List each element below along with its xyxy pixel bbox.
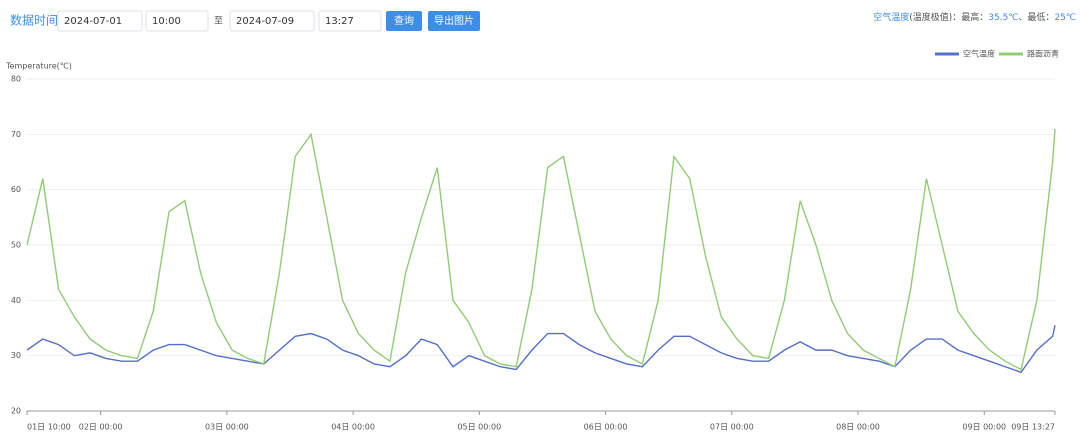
extreme-note: (温度极值)： bbox=[909, 11, 961, 23]
start-date: 2024-07-01 bbox=[64, 16, 122, 27]
separator: 至 bbox=[214, 16, 223, 27]
legend-label: 空气温度 bbox=[963, 49, 995, 59]
x-tick-label: 01日 10:00 bbox=[27, 423, 71, 432]
series-line bbox=[26, 325, 1056, 374]
y-tick-label: 20 bbox=[11, 407, 21, 416]
time-label: 数据时间 bbox=[10, 13, 58, 28]
y-tick-label: 80 bbox=[11, 75, 21, 84]
x-tick-label: 08日 00:00 bbox=[836, 423, 880, 432]
y-tick-label: 50 bbox=[11, 241, 21, 250]
query-button[interactable] bbox=[386, 11, 422, 31]
x-tick-label: 05日 00:00 bbox=[457, 423, 501, 432]
y-axis-label: Temperature(℃) bbox=[5, 62, 72, 71]
x-tick-label: 04日 00:00 bbox=[331, 423, 375, 432]
max-label: 最高： bbox=[961, 11, 988, 23]
x-tick-label: 02日 00:00 bbox=[79, 423, 123, 432]
x-tick-label: 06日 00:00 bbox=[584, 423, 628, 432]
start-time: 10:00 bbox=[152, 16, 181, 27]
end-time-input[interactable] bbox=[318, 10, 382, 32]
plot: 20 30 40 50 60 70 80 01日 10:00 02日 00:00 03日 00:0… bbox=[11, 49, 1059, 432]
start-date-input[interactable] bbox=[57, 10, 143, 32]
end-date-input[interactable] bbox=[229, 10, 315, 32]
x-tick-label: 03日 00:00 bbox=[205, 423, 249, 432]
x-tick-label: 09日 00:00 bbox=[962, 423, 1006, 432]
series-line bbox=[26, 128, 1056, 371]
y-tick-label: 70 bbox=[11, 130, 21, 139]
y-tick-label: 60 bbox=[11, 185, 21, 194]
start-time-input[interactable] bbox=[145, 10, 209, 32]
end-date: 2024-07-09 bbox=[236, 16, 294, 27]
max-value: 35.5℃ bbox=[988, 13, 1018, 23]
export-text: 导出图片 bbox=[434, 14, 474, 27]
y-tick-label: 40 bbox=[11, 296, 21, 305]
x-tick-label: 09日 13:27 bbox=[1011, 423, 1055, 432]
legend-label: 路面沥青 bbox=[1027, 49, 1059, 59]
export-button[interactable] bbox=[428, 11, 480, 31]
y-tick-label: 30 bbox=[11, 351, 21, 360]
x-tick-label: 07日 00:00 bbox=[710, 423, 754, 432]
extreme-name: 空气温度 bbox=[873, 11, 909, 23]
min-label: 、最低： bbox=[1018, 11, 1054, 23]
end-time: 13:27 bbox=[325, 16, 354, 27]
min-value: 25℃ bbox=[1054, 13, 1076, 23]
extremes: 空气温度(温度极值)：最高：35.5℃、最低：25℃ bbox=[873, 11, 1076, 23]
query-text: 查询 bbox=[394, 14, 414, 27]
